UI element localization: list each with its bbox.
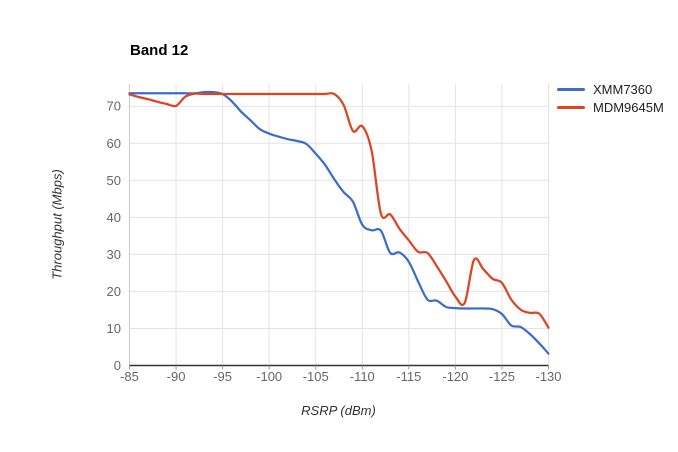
x-tick-label: -85 — [120, 369, 139, 384]
x-tick-label: -90 — [167, 369, 186, 384]
y-tick-label: 40 — [107, 210, 121, 225]
legend-line-swatch-blue — [557, 87, 585, 91]
y-tick-label: 30 — [107, 247, 121, 262]
x-tick-label: -130 — [535, 369, 561, 384]
legend-line-swatch-red — [557, 105, 585, 109]
y-tick-label: 10 — [107, 321, 121, 336]
legend-label: MDM9645M — [593, 99, 664, 115]
x-tick-label: -115 — [396, 369, 421, 384]
y-axis-title: Throughput (Mbps) — [49, 169, 65, 280]
legend: XMM7360 MDM9645M — [557, 80, 664, 116]
x-tick-label: -105 — [303, 369, 329, 384]
x-tick-label: -120 — [442, 369, 468, 384]
x-tick-label: -100 — [256, 369, 282, 384]
y-tick-label: 50 — [107, 173, 121, 188]
y-tick-label: 20 — [107, 284, 121, 299]
legend-item-mdm9645m: MDM9645M — [557, 98, 664, 116]
series-line-mdm9645m — [128, 92, 550, 329]
y-tick-label: 60 — [107, 136, 121, 151]
legend-label: XMM7360 — [593, 81, 653, 97]
y-tick-label: 70 — [107, 99, 121, 114]
legend-item-xmm7360: XMM7360 — [557, 80, 664, 98]
series-line-xmm7360 — [128, 90, 550, 355]
x-tick-label: -95 — [213, 369, 232, 384]
chart-title: Band 12 — [130, 42, 189, 59]
x-tick-label: -125 — [489, 369, 515, 384]
x-tick-label: -110 — [350, 369, 375, 384]
y-tick-label: 0 — [114, 358, 121, 373]
x-axis-title: RSRP (dBm) — [301, 403, 376, 418]
